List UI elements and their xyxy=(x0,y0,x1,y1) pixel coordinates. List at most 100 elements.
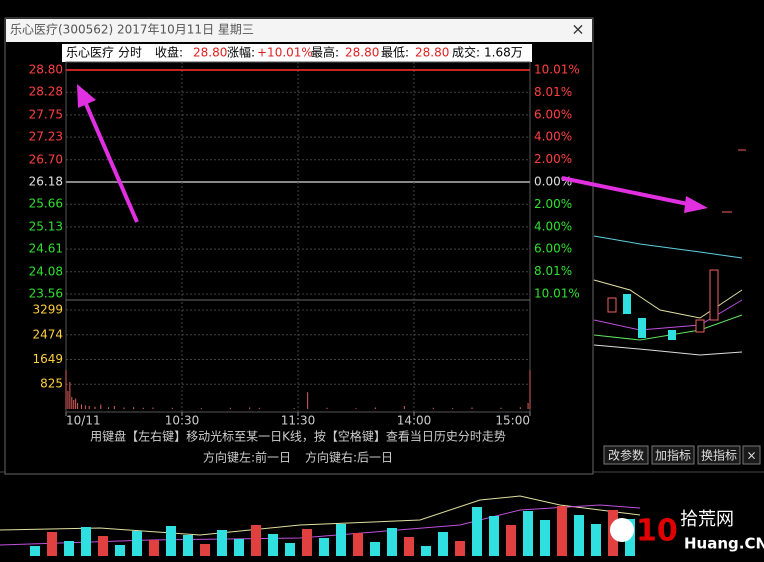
bg-volume-bar xyxy=(98,536,108,556)
bg-volume-bar xyxy=(370,542,380,556)
bg-volume-bar xyxy=(183,535,193,556)
volume-tick-label: 1649 xyxy=(32,352,63,366)
bg-volume-bar xyxy=(217,530,227,556)
info-value: +10.01% xyxy=(257,46,313,60)
arrow-head xyxy=(684,196,708,213)
y-tick-label: 25.66 xyxy=(29,197,63,211)
bg-volume-bar xyxy=(285,543,295,556)
bg-volume-bar xyxy=(387,528,397,556)
bg-volume-bar xyxy=(574,515,584,556)
bg-volume-bar xyxy=(149,540,159,556)
bg-volume-bar xyxy=(421,546,431,556)
y-tick-label: 25.13 xyxy=(29,219,63,233)
button-bg xyxy=(651,445,695,465)
x-tick-label: 10:30 xyxy=(165,414,200,428)
bg-candle xyxy=(695,319,705,333)
y-tick-label: 27.23 xyxy=(29,130,63,144)
y2-tick-label: 0.00% xyxy=(534,175,572,189)
bg-volume-bar xyxy=(166,526,176,556)
y-tick-label: 24.61 xyxy=(29,242,63,256)
bg-volume-bar xyxy=(200,544,210,556)
button-bg xyxy=(603,445,649,465)
title-bar xyxy=(6,19,592,42)
y2-tick-label: 4.00% xyxy=(534,219,572,233)
info-value: 28.80 xyxy=(345,46,379,60)
window-title: 乐心医疗(300562) 2017年10月11日 星期三 xyxy=(10,23,254,37)
arrow-head xyxy=(77,84,96,108)
popup-window xyxy=(4,17,594,475)
bg-candle xyxy=(623,294,631,314)
button[interactable]: 换指标 xyxy=(701,448,737,463)
bg-volume-bar xyxy=(268,534,278,556)
bg-volume-bar xyxy=(132,531,142,556)
bg-volume-bar xyxy=(353,533,363,556)
bg-volume-bar xyxy=(302,529,312,556)
y2-tick-label: 6.00% xyxy=(534,107,572,121)
y-tick-label: 28.28 xyxy=(29,85,63,99)
bg-line xyxy=(593,235,743,259)
bg-volume-bar xyxy=(489,516,499,556)
x-tick-label: 15:00 xyxy=(495,414,530,428)
bg-volume-bar xyxy=(81,527,91,556)
watermark-number: 10 xyxy=(636,514,678,549)
arrow xyxy=(84,103,139,223)
bg-volume-bar xyxy=(30,546,40,556)
button-bg xyxy=(697,445,741,465)
button-bar: 改参数 加指标 换指标 × xyxy=(603,445,761,465)
bg-line xyxy=(593,299,743,331)
y2-tick-label: 2.00% xyxy=(534,197,572,211)
info-value: 28.80 xyxy=(415,46,449,60)
mode: 分时 xyxy=(118,46,142,60)
bg-volume-bar xyxy=(336,524,346,556)
background-volume xyxy=(30,506,635,556)
watermark-name: 拾荒网 xyxy=(680,509,734,530)
y2-tick-label: 10.01% xyxy=(534,63,580,77)
hint: 方向键右:后一日 xyxy=(305,450,393,465)
button[interactable]: × xyxy=(746,449,756,463)
y-tick-label: 26.18 xyxy=(29,175,63,189)
y2-tick-label: 2.00% xyxy=(534,152,572,166)
info-label: 最低: xyxy=(381,46,409,60)
x-tick-label: 14:00 xyxy=(397,414,432,428)
bg-volume-bar xyxy=(47,532,57,556)
info-value: 1.68万 xyxy=(484,46,523,60)
button[interactable]: 改参数 xyxy=(608,448,644,463)
bg-volume-bar xyxy=(591,524,601,556)
watermark: 10 拾荒网 Huang.CN xyxy=(610,509,764,553)
info-value: 28.80 xyxy=(193,46,227,60)
y2-tick-label: 6.00% xyxy=(534,242,572,256)
y2-tick-label: 8.01% xyxy=(534,85,572,99)
arrow xyxy=(561,176,689,206)
y-tick-label: 27.75 xyxy=(29,107,63,121)
plot: 28.80 28.28 27.75 27.23 26.70 26.18 25.66 25.13… xyxy=(29,62,580,428)
info-label: 涨幅: xyxy=(227,45,255,60)
x-tick-label: 11:30 xyxy=(281,414,316,428)
bg-volume-bar xyxy=(455,541,465,556)
hint: 方向键左:前一日 xyxy=(203,450,291,465)
y-tick-label: 24.08 xyxy=(29,264,63,278)
info-bar xyxy=(62,44,532,62)
close-button[interactable]: × xyxy=(571,20,584,39)
bg-volume-bar xyxy=(506,525,516,556)
bg-volume-bar xyxy=(523,511,533,556)
bg-volume-bar xyxy=(234,539,244,556)
bg-volume-bar xyxy=(64,541,74,556)
bg-volume-bar xyxy=(540,520,550,556)
bg-candle xyxy=(607,297,617,313)
bg-volume-bar xyxy=(557,506,567,556)
volume-tick-label: 3299 xyxy=(32,303,63,317)
info-label: 成交: xyxy=(452,45,480,60)
info-label: 收盘: xyxy=(155,45,183,60)
annotation-arrows xyxy=(77,84,708,223)
bg-line xyxy=(593,344,743,356)
hint: 用键盘【左右键】移动光标至某一日K线，按【空格键】查看当日历史分时走势 xyxy=(90,429,506,444)
y2-tick-label: 8.01% xyxy=(534,264,572,278)
bg-volume-bar xyxy=(404,537,414,556)
volume-tick-label: 2474 xyxy=(32,327,63,341)
button[interactable]: 加指标 xyxy=(655,448,691,463)
bg-volume-bar xyxy=(472,507,482,556)
watermark-icon xyxy=(610,518,634,542)
info-label: 最高: xyxy=(311,45,339,60)
